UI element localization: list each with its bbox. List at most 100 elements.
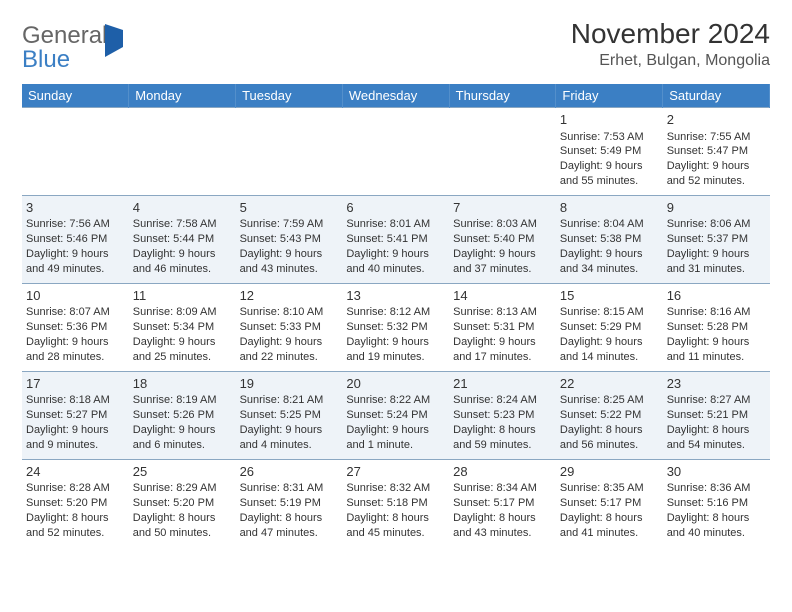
- day-number: 13: [346, 287, 445, 305]
- calendar-cell: 3Sunrise: 7:56 AMSunset: 5:46 PMDaylight…: [22, 195, 129, 283]
- sunset-text: Sunset: 5:46 PM: [26, 232, 125, 247]
- sunset-text: Sunset: 5:26 PM: [133, 408, 232, 423]
- calendar-cell: 1Sunrise: 7:53 AMSunset: 5:49 PMDaylight…: [556, 108, 663, 196]
- day-number: 19: [240, 375, 339, 393]
- sunset-text: Sunset: 5:17 PM: [560, 496, 659, 511]
- sunset-text: Sunset: 5:40 PM: [453, 232, 552, 247]
- daylight-text: Daylight: 9 hours and 28 minutes.: [26, 335, 125, 365]
- calendar-week-row: 24Sunrise: 8:28 AMSunset: 5:20 PMDayligh…: [22, 459, 770, 546]
- sunset-text: Sunset: 5:43 PM: [240, 232, 339, 247]
- daylight-text: Daylight: 8 hours and 45 minutes.: [346, 511, 445, 541]
- calendar-cell: [236, 108, 343, 196]
- sunset-text: Sunset: 5:27 PM: [26, 408, 125, 423]
- calendar-cell: 30Sunrise: 8:36 AMSunset: 5:16 PMDayligh…: [663, 459, 770, 546]
- daylight-text: Daylight: 8 hours and 47 minutes.: [240, 511, 339, 541]
- sunrise-text: Sunrise: 8:28 AM: [26, 481, 125, 496]
- daylight-text: Daylight: 9 hours and 4 minutes.: [240, 423, 339, 453]
- sunrise-text: Sunrise: 8:34 AM: [453, 481, 552, 496]
- day-number: 7: [453, 199, 552, 217]
- sunset-text: Sunset: 5:19 PM: [240, 496, 339, 511]
- dayhead-fri: Friday: [556, 84, 663, 108]
- day-number: 26: [240, 463, 339, 481]
- calendar-table: Sunday Monday Tuesday Wednesday Thursday…: [22, 84, 770, 547]
- sunrise-text: Sunrise: 8:06 AM: [667, 217, 766, 232]
- location: Erhet, Bulgan, Mongolia: [571, 52, 770, 70]
- dayhead-tue: Tuesday: [236, 84, 343, 108]
- day-number: 10: [26, 287, 125, 305]
- day-number: 28: [453, 463, 552, 481]
- calendar-body: 1Sunrise: 7:53 AMSunset: 5:49 PMDaylight…: [22, 108, 770, 547]
- sunset-text: Sunset: 5:20 PM: [133, 496, 232, 511]
- sunrise-text: Sunrise: 7:58 AM: [133, 217, 232, 232]
- day-number: 3: [26, 199, 125, 217]
- month-title: November 2024: [571, 18, 770, 50]
- daylight-text: Daylight: 9 hours and 46 minutes.: [133, 247, 232, 277]
- sunrise-text: Sunrise: 8:29 AM: [133, 481, 232, 496]
- calendar-cell: [22, 108, 129, 196]
- calendar-cell: 28Sunrise: 8:34 AMSunset: 5:17 PMDayligh…: [449, 459, 556, 546]
- daylight-text: Daylight: 9 hours and 17 minutes.: [453, 335, 552, 365]
- logo-text-blue: Blue: [22, 48, 70, 72]
- sunrise-text: Sunrise: 7:59 AM: [240, 217, 339, 232]
- calendar-week-row: 3Sunrise: 7:56 AMSunset: 5:46 PMDaylight…: [22, 195, 770, 283]
- sunset-text: Sunset: 5:37 PM: [667, 232, 766, 247]
- calendar-cell: 29Sunrise: 8:35 AMSunset: 5:17 PMDayligh…: [556, 459, 663, 546]
- sunset-text: Sunset: 5:21 PM: [667, 408, 766, 423]
- sunrise-text: Sunrise: 8:18 AM: [26, 393, 125, 408]
- sunrise-text: Sunrise: 8:04 AM: [560, 217, 659, 232]
- day-header-row: Sunday Monday Tuesday Wednesday Thursday…: [22, 84, 770, 108]
- day-number: 30: [667, 463, 766, 481]
- day-number: 9: [667, 199, 766, 217]
- daylight-text: Daylight: 8 hours and 54 minutes.: [667, 423, 766, 453]
- calendar-cell: 4Sunrise: 7:58 AMSunset: 5:44 PMDaylight…: [129, 195, 236, 283]
- sunrise-text: Sunrise: 8:24 AM: [453, 393, 552, 408]
- day-number: 12: [240, 287, 339, 305]
- calendar-cell: 12Sunrise: 8:10 AMSunset: 5:33 PMDayligh…: [236, 283, 343, 371]
- calendar-cell: 20Sunrise: 8:22 AMSunset: 5:24 PMDayligh…: [342, 371, 449, 459]
- day-number: 1: [560, 111, 659, 129]
- day-number: 23: [667, 375, 766, 393]
- dayhead-thu: Thursday: [449, 84, 556, 108]
- calendar-week-row: 1Sunrise: 7:53 AMSunset: 5:49 PMDaylight…: [22, 108, 770, 196]
- sunrise-text: Sunrise: 8:03 AM: [453, 217, 552, 232]
- calendar-cell: 19Sunrise: 8:21 AMSunset: 5:25 PMDayligh…: [236, 371, 343, 459]
- header: General Blue November 2024 Erhet, Bulgan…: [22, 18, 770, 72]
- daylight-text: Daylight: 9 hours and 31 minutes.: [667, 247, 766, 277]
- daylight-text: Daylight: 8 hours and 41 minutes.: [560, 511, 659, 541]
- sunrise-text: Sunrise: 8:01 AM: [346, 217, 445, 232]
- daylight-text: Daylight: 9 hours and 40 minutes.: [346, 247, 445, 277]
- calendar-cell: 14Sunrise: 8:13 AMSunset: 5:31 PMDayligh…: [449, 283, 556, 371]
- calendar-cell: 17Sunrise: 8:18 AMSunset: 5:27 PMDayligh…: [22, 371, 129, 459]
- daylight-text: Daylight: 9 hours and 49 minutes.: [26, 247, 125, 277]
- sunrise-text: Sunrise: 8:10 AM: [240, 305, 339, 320]
- sunrise-text: Sunrise: 8:13 AM: [453, 305, 552, 320]
- day-number: 29: [560, 463, 659, 481]
- title-block: November 2024 Erhet, Bulgan, Mongolia: [571, 18, 770, 70]
- calendar-cell: 5Sunrise: 7:59 AMSunset: 5:43 PMDaylight…: [236, 195, 343, 283]
- daylight-text: Daylight: 8 hours and 59 minutes.: [453, 423, 552, 453]
- day-number: 21: [453, 375, 552, 393]
- calendar-cell: 21Sunrise: 8:24 AMSunset: 5:23 PMDayligh…: [449, 371, 556, 459]
- day-number: 16: [667, 287, 766, 305]
- calendar-week-row: 10Sunrise: 8:07 AMSunset: 5:36 PMDayligh…: [22, 283, 770, 371]
- daylight-text: Daylight: 9 hours and 55 minutes.: [560, 159, 659, 189]
- dayhead-sun: Sunday: [22, 84, 129, 108]
- sunset-text: Sunset: 5:38 PM: [560, 232, 659, 247]
- day-number: 4: [133, 199, 232, 217]
- sunrise-text: Sunrise: 8:19 AM: [133, 393, 232, 408]
- day-number: 22: [560, 375, 659, 393]
- day-number: 14: [453, 287, 552, 305]
- calendar-cell: 23Sunrise: 8:27 AMSunset: 5:21 PMDayligh…: [663, 371, 770, 459]
- sunset-text: Sunset: 5:34 PM: [133, 320, 232, 335]
- calendar-cell: [449, 108, 556, 196]
- sunrise-text: Sunrise: 8:31 AM: [240, 481, 339, 496]
- daylight-text: Daylight: 9 hours and 37 minutes.: [453, 247, 552, 277]
- sunset-text: Sunset: 5:22 PM: [560, 408, 659, 423]
- sunrise-text: Sunrise: 8:32 AM: [346, 481, 445, 496]
- daylight-text: Daylight: 8 hours and 40 minutes.: [667, 511, 766, 541]
- logo-text-gray: General: [22, 22, 107, 49]
- calendar-cell: 2Sunrise: 7:55 AMSunset: 5:47 PMDaylight…: [663, 108, 770, 196]
- day-number: 8: [560, 199, 659, 217]
- sunset-text: Sunset: 5:24 PM: [346, 408, 445, 423]
- daylight-text: Daylight: 8 hours and 52 minutes.: [26, 511, 125, 541]
